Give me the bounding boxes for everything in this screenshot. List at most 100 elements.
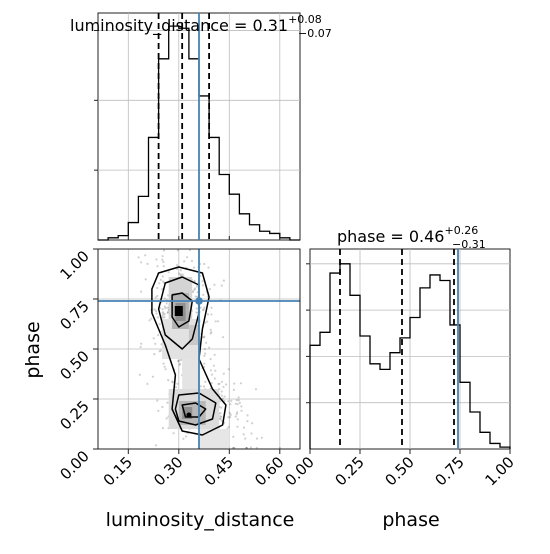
joint-contours <box>151 266 227 436</box>
scatter-point <box>140 290 143 293</box>
scatter-point <box>210 382 213 385</box>
phase-marginal-title: phase = 0.46+0.26 −0.31 <box>337 224 486 251</box>
scatter-point <box>156 399 159 402</box>
scatter-point <box>210 306 213 309</box>
scatter-point <box>209 358 212 361</box>
scatter-point <box>165 417 168 420</box>
scatter-point <box>242 433 245 436</box>
scatter-point <box>227 425 230 428</box>
scatter-point <box>179 269 182 272</box>
scatter-point <box>217 382 220 386</box>
phase-histogram-line <box>309 263 511 449</box>
scatter-point <box>240 405 243 408</box>
scatter-point <box>232 435 235 438</box>
scatter-point <box>220 380 224 383</box>
scatter-point <box>222 385 225 388</box>
joint-y-tick-label-1: 0.25 <box>56 397 92 433</box>
scatter-point <box>163 365 166 368</box>
scatter-point <box>260 436 263 439</box>
phase-title-minus: −0.31 <box>452 238 486 251</box>
ld-marginal-title: luminosity_distance = 0.31+0.08 −0.07 <box>70 13 332 40</box>
scatter-point <box>202 336 205 339</box>
scatter-point <box>175 264 179 267</box>
ld-title-minus: −0.07 <box>298 27 332 40</box>
scatter-point <box>239 382 242 385</box>
scatter-point <box>161 427 165 430</box>
scatter-point <box>138 373 141 376</box>
scatter-point <box>228 411 231 415</box>
scatter-point <box>236 411 239 414</box>
scatter-point <box>227 416 230 419</box>
scatter-point <box>158 282 161 285</box>
scatter-point <box>157 409 160 412</box>
scatter-point <box>172 432 175 435</box>
scatter-point <box>222 279 225 282</box>
scatter-point <box>146 262 149 265</box>
scatter-point <box>157 334 160 337</box>
scatter-point <box>166 401 169 404</box>
scatter-point <box>155 309 158 313</box>
ld-title-plus: +0.08 <box>288 13 322 26</box>
joint-y-tick-label-0: 0.00 <box>56 447 92 483</box>
scatter-point <box>151 375 154 378</box>
scatter-point <box>227 400 230 403</box>
joint-y-label: phase <box>22 321 44 378</box>
ld-marginal-quantile-lines <box>157 13 211 240</box>
scatter-point <box>162 249 166 252</box>
scatter-point <box>158 350 161 353</box>
scatter-point <box>161 405 164 409</box>
scatter-point <box>204 352 207 355</box>
scatter-point <box>156 265 159 268</box>
scatter-point <box>201 284 204 287</box>
scatter-point <box>212 364 215 367</box>
scatter-point <box>162 312 165 315</box>
scatter-point <box>223 395 226 398</box>
scatter-point <box>208 288 211 291</box>
scatter-point <box>250 432 253 435</box>
contour-upper-inner <box>171 292 194 328</box>
scatter-point <box>179 358 182 362</box>
scatter-point <box>201 309 205 312</box>
panel-phase-marginal: 0.00 0.25 0.50 0.75 1.00 phase = 0.46+0.26 −0… <box>281 224 517 531</box>
scatter-point <box>210 313 213 316</box>
scatter-point <box>177 360 180 363</box>
scatter-point <box>255 437 259 440</box>
scatter-point <box>229 413 232 416</box>
phase-marginal-histogram <box>309 263 511 449</box>
scatter-point <box>192 266 196 269</box>
density-peak-lower <box>186 412 192 418</box>
scatter-point <box>195 307 198 310</box>
scatter-point <box>164 368 167 371</box>
joint-truth-marker <box>195 297 203 305</box>
phase-marginal-quantile-lines <box>339 249 455 449</box>
scatter-point <box>171 380 174 383</box>
scatter-point <box>240 409 243 412</box>
scatter-point <box>229 416 232 419</box>
scatter-point <box>222 372 225 375</box>
scatter-point <box>229 403 232 406</box>
scatter-point <box>161 311 164 314</box>
scatter-point <box>177 359 180 362</box>
scatter-point <box>246 420 249 423</box>
ld-marginal-grid <box>98 13 300 240</box>
phase-title-plus: +0.26 <box>444 224 478 237</box>
scatter-point <box>249 446 252 449</box>
scatter-point <box>176 249 179 252</box>
panel-ld-marginal: luminosity_distance = 0.31+0.08 −0.07 <box>70 12 332 241</box>
scatter-point <box>214 369 217 372</box>
scatter-point <box>210 331 213 334</box>
scatter-point <box>214 320 217 323</box>
scatter-point <box>219 415 222 418</box>
scatter-point <box>202 293 205 296</box>
scatter-point <box>176 267 179 271</box>
scatter-point <box>161 288 164 291</box>
scatter-point <box>220 406 223 409</box>
scatter-point <box>218 382 221 385</box>
scatter-point <box>194 295 197 298</box>
scatter-point <box>154 342 157 345</box>
scatter-point <box>234 402 237 405</box>
scatter-point <box>207 266 210 269</box>
scatter-point <box>204 380 207 383</box>
scatter-point <box>155 312 158 315</box>
